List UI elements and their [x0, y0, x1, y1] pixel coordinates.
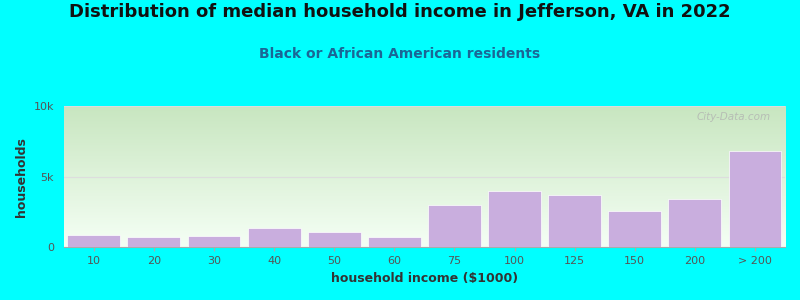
- Text: Distribution of median household income in Jefferson, VA in 2022: Distribution of median household income …: [69, 3, 731, 21]
- Bar: [127, 237, 180, 248]
- Bar: [669, 199, 722, 248]
- Bar: [187, 236, 241, 248]
- Bar: [488, 191, 541, 248]
- Bar: [368, 237, 421, 248]
- Bar: [308, 232, 361, 248]
- Bar: [548, 195, 601, 247]
- Text: City-Data.com: City-Data.com: [697, 112, 770, 122]
- Y-axis label: households: households: [15, 137, 28, 217]
- Bar: [729, 151, 782, 247]
- Text: Black or African American residents: Black or African American residents: [259, 46, 541, 61]
- Bar: [248, 228, 301, 247]
- Bar: [428, 205, 481, 247]
- X-axis label: household income ($1000): household income ($1000): [331, 272, 518, 285]
- Bar: [67, 235, 120, 248]
- Bar: [608, 211, 661, 248]
